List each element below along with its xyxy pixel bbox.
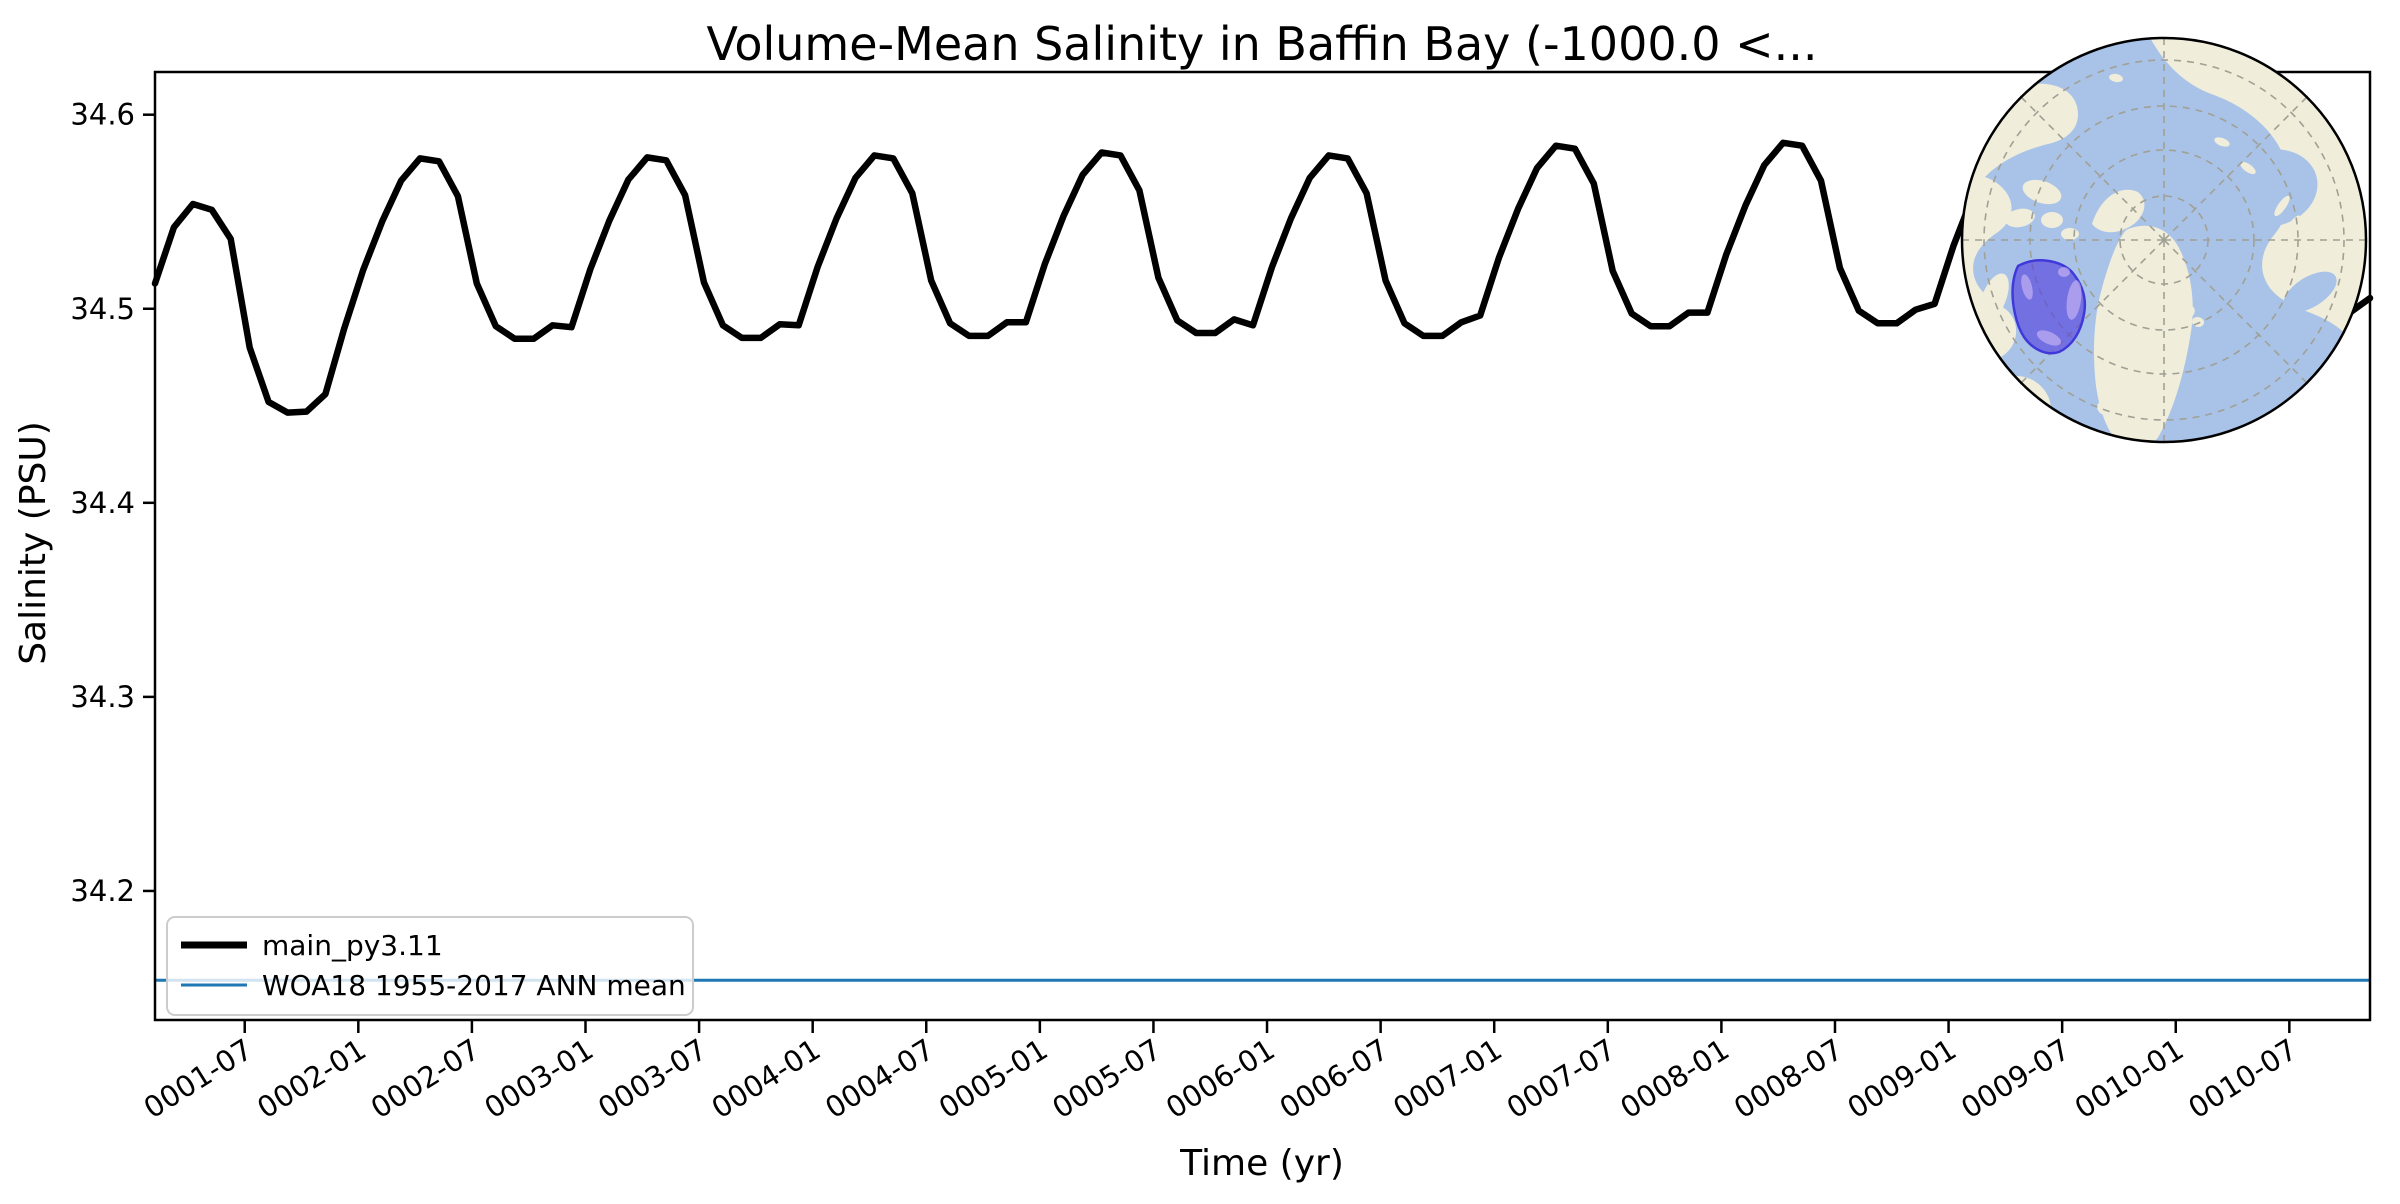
inset-graticule-meridian <box>2015 91 2165 241</box>
inset-island <box>1979 273 2009 323</box>
x-tick-label: 0004-01 <box>706 1032 827 1125</box>
x-tick-label: 0008-01 <box>1614 1032 1735 1125</box>
inset-highlight-mottle <box>2036 330 2062 346</box>
legend: main_py3.11 WOA18 1955-2017 ANN mean <box>166 916 694 1016</box>
inset-graticule-meridian <box>2163 239 2313 389</box>
inset-highlight-mottle <box>2021 274 2033 300</box>
x-tick-label: 0003-07 <box>592 1032 713 1125</box>
legend-box <box>166 916 694 1016</box>
y-axis-label: Salinity (PSU) <box>13 421 54 665</box>
inset-sea-white <box>2283 271 2337 313</box>
x-tick-label: 0009-01 <box>1842 1032 1963 1125</box>
inset-map-layer <box>1960 36 2368 444</box>
x-tick-label: 0009-07 <box>1955 1032 2076 1125</box>
inset-highlight-mottle <box>2058 267 2070 277</box>
y-tick-label: 34.5 <box>70 292 135 326</box>
inset-land-eurasia <box>2144 38 2366 442</box>
x-tick-label: 0007-01 <box>1387 1032 1508 1125</box>
inset-graticule-meridian <box>2015 239 2165 389</box>
y-tick-label: 34.6 <box>70 98 135 132</box>
inset-highlight-mottle <box>2066 280 2082 320</box>
x-tick-label: 0002-01 <box>251 1032 372 1125</box>
legend-label-main: main_py3.11 <box>262 929 443 962</box>
inset-island <box>2005 208 2035 228</box>
inset-graticule-circle <box>2073 149 2255 331</box>
inset-island <box>2274 195 2290 217</box>
inset-island <box>2214 137 2230 147</box>
plot-border <box>153 70 2372 1022</box>
x-tick-label: 0005-01 <box>933 1032 1054 1125</box>
inset-island <box>2287 215 2301 233</box>
x-tick-label: 0002-07 <box>365 1032 486 1125</box>
x-tick-label: 0008-07 <box>1728 1032 1849 1125</box>
x-tick-label: 0010-07 <box>2182 1032 2303 1125</box>
inset-island <box>2177 304 2195 320</box>
inset-map-outline <box>1960 36 2368 444</box>
inset-island <box>2041 212 2063 228</box>
inset-graticule-meridian <box>2163 91 2313 241</box>
x-tick-label: 0010-01 <box>2069 1032 2190 1125</box>
x-tick-label: 0001-07 <box>138 1032 259 1125</box>
y-tick-label: 34.3 <box>70 680 135 714</box>
inset-land-ellesmere <box>2092 189 2145 233</box>
x-tick-label: 0005-07 <box>1046 1032 1167 1125</box>
inset-island <box>2061 228 2079 240</box>
x-tick-label: 0003-01 <box>478 1032 599 1125</box>
x-axis-label: Time (yr) <box>1179 1143 1344 1184</box>
x-tick-label: 0004-07 <box>819 1032 940 1125</box>
inset-land-greenland <box>2094 225 2193 442</box>
x-tick-label: 0006-07 <box>1274 1032 1395 1125</box>
y-tick-label: 34.2 <box>70 874 135 908</box>
chart-title: Volume-Mean Salinity in Baffin Bay (-100… <box>706 17 1817 71</box>
x-tick-label: 0007-07 <box>1501 1032 1622 1125</box>
inset-island <box>2097 395 2129 417</box>
inset-land-labrador <box>1974 375 2052 442</box>
inset-island <box>2240 161 2256 175</box>
inset-graticule-circle <box>1983 59 2345 421</box>
inset-island <box>2109 73 2123 83</box>
arctic-inset-map <box>1960 36 2368 444</box>
inset-island <box>2022 179 2062 205</box>
x-tick-label: 0006-01 <box>1160 1032 1281 1125</box>
legend-label-woa: WOA18 1955-2017 ANN mean <box>262 969 686 1002</box>
y-tick-label: 34.4 <box>70 486 135 520</box>
